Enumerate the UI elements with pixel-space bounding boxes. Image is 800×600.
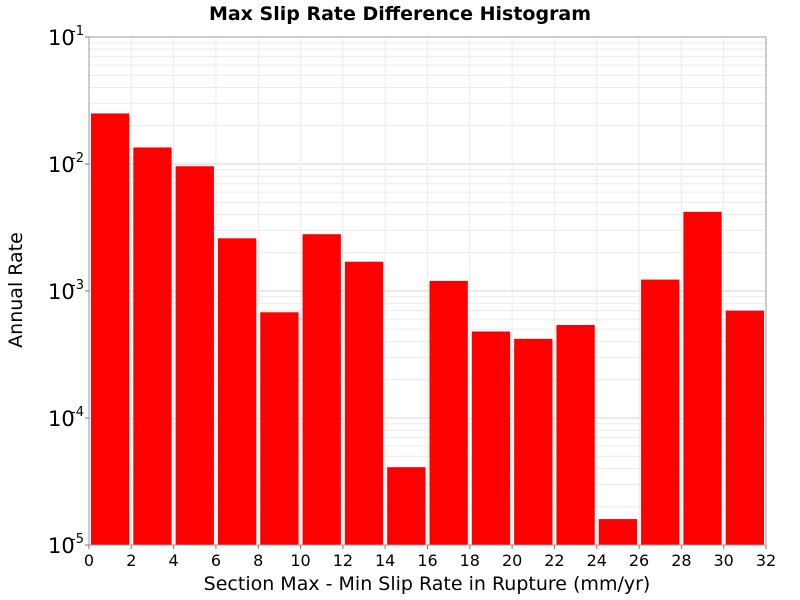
x-tick-label: 32 xyxy=(756,551,776,570)
x-tick-label: 0 xyxy=(84,551,94,570)
y-tick-label: 10 xyxy=(48,407,75,431)
x-tick-label: 12 xyxy=(333,551,353,570)
bar xyxy=(556,324,595,545)
x-axis-label: Section Max - Min Slip Rate in Rupture (… xyxy=(204,573,651,595)
x-axis-ticks: 0 2 4 6 8 10 12 14 16 18 20 22 24 26 28 30 32 xyxy=(84,545,776,570)
bar xyxy=(217,238,257,545)
bar xyxy=(260,312,299,545)
bars xyxy=(91,113,764,546)
bar xyxy=(725,310,764,545)
y-tick-label: 10 xyxy=(48,26,75,50)
x-tick-label: 6 xyxy=(211,551,221,570)
x-tick-label: 22 xyxy=(544,551,564,570)
bar xyxy=(175,166,214,545)
y-tick-label: 10 xyxy=(48,534,75,558)
x-tick-label: 4 xyxy=(169,551,179,570)
x-tick-label: 2 xyxy=(126,551,136,570)
y-tick-exponent: -1 xyxy=(71,24,84,39)
x-tick-label: 14 xyxy=(375,551,395,570)
y-tick-label: 10 xyxy=(48,280,75,304)
bar xyxy=(471,331,511,545)
bar xyxy=(514,338,553,545)
x-tick-label: 8 xyxy=(253,551,263,570)
y-tick-exponent: -4 xyxy=(71,405,84,420)
y-axis-ticks: 10-510-410-310-210-1 xyxy=(48,24,89,558)
bar xyxy=(91,113,130,546)
x-tick-label: 30 xyxy=(714,551,734,570)
bar xyxy=(683,211,722,545)
chart-title: Max Slip Rate Difference Histogram xyxy=(209,3,591,25)
bar xyxy=(344,261,384,545)
bar xyxy=(387,467,426,545)
y-axis-label: Annual Rate xyxy=(5,232,27,348)
x-tick-label: 18 xyxy=(460,551,480,570)
x-tick-label: 10 xyxy=(290,551,310,570)
bar xyxy=(641,279,680,545)
x-tick-label: 20 xyxy=(502,551,522,570)
y-tick-label: 10 xyxy=(48,153,75,177)
bar xyxy=(598,519,638,545)
x-tick-label: 24 xyxy=(587,551,607,570)
bar xyxy=(429,280,468,545)
x-tick-label: 16 xyxy=(417,551,437,570)
x-tick-label: 28 xyxy=(671,551,691,570)
bar xyxy=(302,234,341,545)
y-tick-exponent: -2 xyxy=(71,151,84,166)
bar xyxy=(133,147,172,545)
y-tick-exponent: -3 xyxy=(71,278,84,293)
y-tick-exponent: -5 xyxy=(71,532,84,547)
x-tick-label: 26 xyxy=(629,551,649,570)
